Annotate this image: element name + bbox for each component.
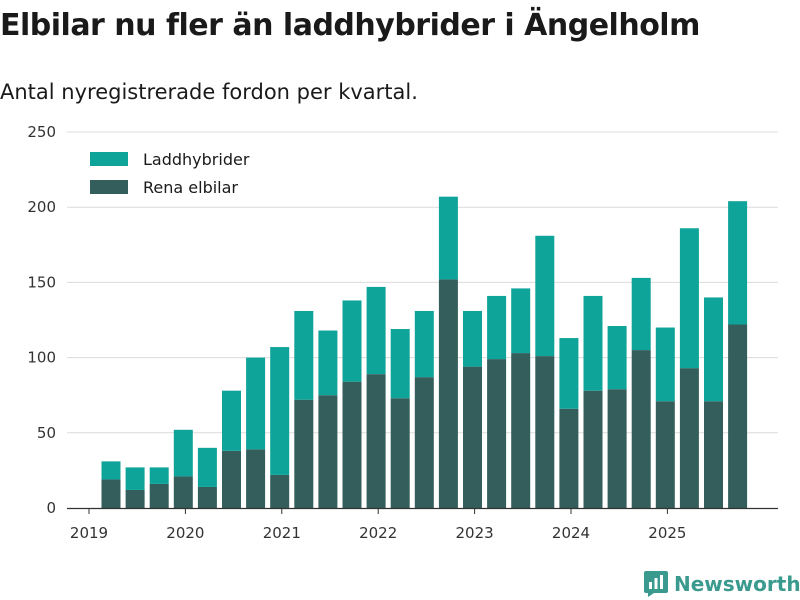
x-tick-label: 2019: [70, 524, 108, 542]
bar-laddhybrider: [246, 357, 266, 450]
bar-laddhybrider: [463, 310, 482, 367]
bar-rena-elbilar: [655, 401, 675, 508]
bar-laddhybrider: [197, 447, 217, 487]
bar-rena-elbilar: [366, 374, 386, 508]
x-tick-label: 2024: [552, 524, 590, 542]
bar-rena-elbilar: [679, 368, 699, 508]
bar-rena-elbilar: [438, 279, 458, 508]
bar-rena-elbilar: [631, 350, 651, 508]
bar-rena-elbilar: [222, 450, 241, 508]
bar-laddhybrider: [583, 295, 603, 391]
bar-laddhybrider: [559, 338, 579, 409]
x-tick-label: 2022: [359, 524, 397, 542]
bar-laddhybrider: [101, 461, 121, 480]
bar-rena-elbilar: [583, 390, 603, 508]
x-tick-label: 2023: [456, 524, 494, 542]
bar-rena-elbilar: [294, 399, 314, 508]
legend-label: Rena elbilar: [143, 178, 238, 197]
bar-laddhybrider: [342, 300, 362, 382]
bar-rena-elbilar: [342, 381, 362, 508]
bar-rena-elbilar: [487, 359, 507, 508]
bar-laddhybrider: [607, 326, 627, 390]
y-tick-label: 150: [27, 273, 56, 291]
bar-rena-elbilar: [101, 479, 121, 508]
y-tick-label: 100: [27, 349, 56, 367]
y-tick-label: 200: [27, 198, 56, 216]
y-tick-label: 50: [37, 424, 56, 442]
bar-rena-elbilar: [463, 366, 482, 508]
bar-rena-elbilar: [125, 489, 145, 508]
chart-title: Elbilar nu fler än laddhybrider i Ängelh…: [0, 8, 700, 43]
bar-laddhybrider: [318, 330, 338, 396]
bar-laddhybrider: [438, 196, 458, 280]
bar-rena-elbilar: [535, 356, 555, 508]
bar-rena-elbilar: [511, 353, 531, 508]
y-tick-label: 0: [46, 499, 56, 517]
bar-rena-elbilar: [149, 483, 169, 508]
bar-rena-elbilar: [704, 401, 723, 508]
chart: 0 50 100 150 200 250 2019 2020 2021 2022 2023 2024 2…: [27, 123, 778, 542]
bar-rena-elbilar: [414, 377, 434, 508]
legend-swatch: [90, 180, 128, 194]
bar-laddhybrider: [704, 297, 723, 402]
legend-label: Laddhybrider: [143, 150, 250, 169]
bar-laddhybrider: [149, 467, 169, 484]
bar-rena-elbilar: [559, 408, 579, 508]
newsworthy-logo-text: Newsworthy: [674, 572, 800, 596]
bar-laddhybrider: [390, 329, 410, 399]
bar-rena-elbilar: [173, 476, 193, 508]
bar-laddhybrider: [270, 347, 290, 475]
bar-rena-elbilar: [390, 398, 410, 508]
bar-laddhybrider: [366, 286, 386, 375]
bar-laddhybrider: [222, 390, 241, 451]
x-tick-label: 2020: [166, 524, 204, 542]
x-tick-label: 2025: [648, 524, 686, 542]
bar-laddhybrider: [535, 235, 555, 357]
bar-laddhybrider: [125, 467, 145, 490]
bar-laddhybrider: [655, 327, 675, 402]
y-tick-label: 250: [27, 123, 56, 141]
x-tick-label: 2021: [263, 524, 301, 542]
bar-laddhybrider: [511, 288, 531, 354]
bar-laddhybrider: [679, 228, 699, 369]
bar-rena-elbilar: [197, 486, 217, 508]
bar-laddhybrider: [414, 310, 434, 378]
chart-subtitle: Antal nyregistrerade fordon per kvartal.: [0, 80, 418, 104]
legend-swatch: [90, 152, 128, 166]
bar-laddhybrider: [631, 277, 651, 351]
bar-laddhybrider: [487, 295, 507, 360]
bar-rena-elbilar: [728, 324, 748, 508]
bar-rena-elbilar: [270, 474, 290, 508]
bar-laddhybrider: [728, 201, 748, 325]
newsworthy-logo: Newsworthy: [644, 570, 800, 598]
bar-laddhybrider: [294, 310, 314, 400]
bar-rena-elbilar: [318, 395, 338, 508]
bar-rena-elbilar: [246, 449, 266, 508]
bar-laddhybrider: [173, 429, 193, 477]
bar-rena-elbilar: [607, 389, 627, 508]
newsworthy-logo-icon: [644, 571, 668, 597]
